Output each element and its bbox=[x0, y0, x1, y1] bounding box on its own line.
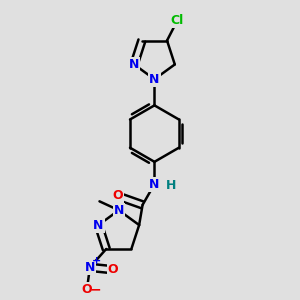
Text: O: O bbox=[82, 283, 92, 296]
Text: N: N bbox=[85, 261, 95, 274]
Text: N: N bbox=[149, 73, 160, 86]
Text: N: N bbox=[93, 218, 103, 232]
Text: +: + bbox=[92, 256, 101, 266]
Text: H: H bbox=[166, 179, 176, 192]
Text: O: O bbox=[112, 190, 123, 202]
Text: O: O bbox=[108, 263, 118, 276]
Text: N: N bbox=[149, 178, 160, 190]
Text: N: N bbox=[129, 58, 139, 71]
Text: N: N bbox=[114, 204, 124, 217]
Text: Cl: Cl bbox=[171, 14, 184, 27]
Text: −: − bbox=[89, 283, 101, 297]
